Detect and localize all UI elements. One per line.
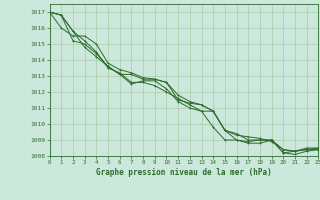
- X-axis label: Graphe pression niveau de la mer (hPa): Graphe pression niveau de la mer (hPa): [96, 168, 272, 177]
